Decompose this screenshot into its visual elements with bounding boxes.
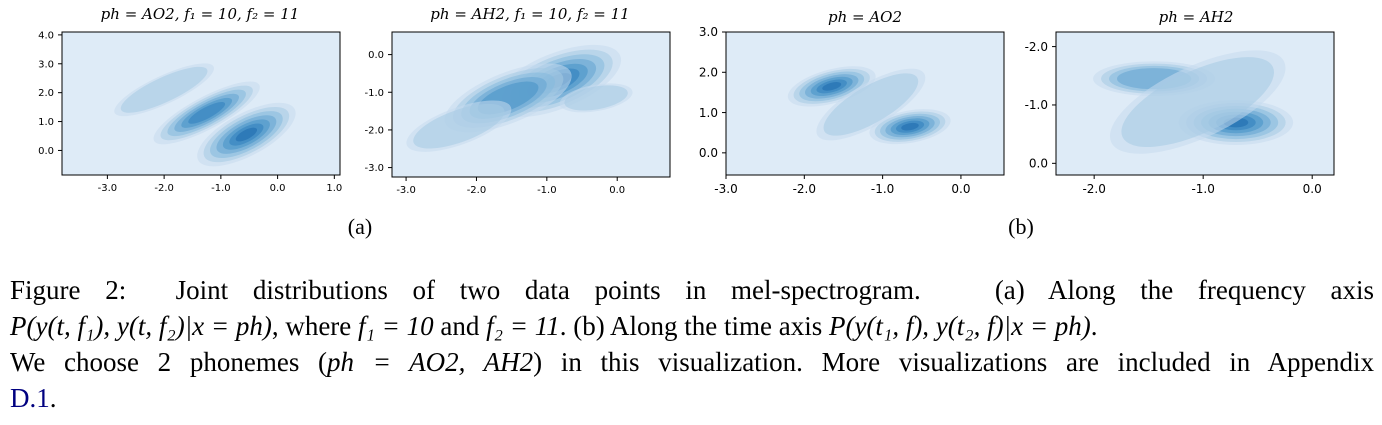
x-tick-label: -2.0 bbox=[793, 182, 816, 196]
subcaption-b: (b) bbox=[1008, 214, 1034, 239]
caption-line-2: P(y(t, f₁), y(t, f₂)|x = ph), where f₁ =… bbox=[10, 308, 1374, 344]
x-tick-label: 0.0 bbox=[951, 182, 970, 196]
y-tick-label: 2.0 bbox=[38, 88, 54, 99]
panel-title-b1: ph = AO2 bbox=[827, 8, 903, 26]
figure-row: ph = AO2, f₁ = 10, f₂ = 11 -3.0 -2.0 -1.0 0… bbox=[38, 5, 1335, 239]
x-tick-label: 0.0 bbox=[1303, 182, 1322, 196]
density-contour bbox=[564, 85, 628, 111]
caption-math-1: P(y(t, f₁), y(t, f₂)|x = ph) bbox=[10, 311, 272, 341]
density-contour bbox=[823, 73, 919, 136]
density-contour bbox=[235, 127, 258, 142]
subcaption-a: (a) bbox=[347, 214, 373, 239]
panel-title-a1: ph = AO2, f₁ = 10, f₂ = 11 bbox=[100, 5, 300, 23]
x-tick-label: -3.0 bbox=[98, 183, 118, 194]
caption-line-4: D.1. bbox=[10, 380, 1374, 416]
caption-text-6: . bbox=[1090, 311, 1098, 341]
caption-math-5: ph = AO2, AH2 bbox=[327, 347, 534, 377]
density-contour bbox=[901, 122, 919, 131]
contour-plot-a1: -3.0 -2.0 -1.0 0.0 1.0 0.0 1.0 2.0 3.0 4.0 bbox=[38, 30, 342, 194]
caption-text-3: , where bbox=[271, 311, 359, 341]
caption-math-3: f₂ = 11 bbox=[486, 311, 560, 341]
caption-text-7: We choose 2 phonemes ( bbox=[10, 347, 328, 377]
caption-text-1: Joint distributions of two data points i… bbox=[175, 275, 921, 305]
caption-text-8: ) in this visualization. More visualizat… bbox=[533, 347, 1375, 377]
x-tick-label: 0.0 bbox=[270, 183, 286, 194]
x-tick-label: -3.0 bbox=[714, 182, 737, 196]
x-tick-label: -2.0 bbox=[467, 185, 487, 196]
y-tick-label: 1.0 bbox=[699, 106, 718, 120]
panel-title-a2: ph = AH2, f₁ = 10, f₂ = 11 bbox=[430, 5, 630, 23]
x-tick-label: -1.0 bbox=[1191, 182, 1214, 196]
x-tick-label: -2.0 bbox=[1082, 182, 1105, 196]
x-tick-label: -1.0 bbox=[871, 182, 894, 196]
y-tick-label: 0.0 bbox=[1029, 157, 1048, 171]
y-tick-label: 3.0 bbox=[699, 25, 718, 39]
y-tick-label: 0.0 bbox=[368, 50, 384, 61]
caption-math-2: f₁ = 10 bbox=[358, 311, 434, 341]
y-tick-label: -2.0 bbox=[364, 125, 384, 136]
caption-text-4: and bbox=[433, 311, 487, 341]
x-tick-label: -2.0 bbox=[154, 183, 174, 194]
plot-frame bbox=[1055, 31, 1335, 176]
density-contour bbox=[188, 101, 226, 124]
y-tick-label: -2.0 bbox=[1025, 40, 1048, 54]
density-contour bbox=[1121, 57, 1275, 148]
y-tick-label: 3.0 bbox=[38, 59, 54, 70]
panel-title-b2: ph = AH2 bbox=[1158, 8, 1234, 26]
appendix-link[interactable]: D.1 bbox=[10, 383, 50, 413]
x-tick-label: 0.0 bbox=[609, 185, 625, 196]
plot-frame bbox=[725, 31, 1005, 176]
y-tick-label: -1.0 bbox=[1025, 98, 1048, 112]
y-tick-label: 0.0 bbox=[38, 146, 54, 157]
caption-text-2: (a) Along the frequency axis bbox=[994, 275, 1375, 305]
caption-line-1: Figure 2: Joint distributions of two dat… bbox=[10, 272, 1374, 308]
contour-plot-b2: -2.0 -1.0 0.0 0.0 -1.0 -2.0 bbox=[1025, 31, 1335, 196]
plot-frame bbox=[391, 31, 671, 178]
caption-text-9: . bbox=[49, 383, 57, 413]
density-contour bbox=[413, 103, 505, 149]
plot-frame bbox=[61, 31, 341, 176]
y-tick-label: -1.0 bbox=[364, 88, 384, 99]
x-tick-label: -3.0 bbox=[396, 185, 416, 196]
y-tick-label: 0.0 bbox=[699, 146, 718, 160]
contour-plot-b1: -3.0 -2.0 -1.0 0.0 0.0 1.0 2.0 3.0 bbox=[699, 25, 1005, 196]
y-tick-label: -3.0 bbox=[364, 163, 384, 174]
caption-line-3: We choose 2 phonemes (ph = AO2, AH2) in … bbox=[10, 344, 1374, 380]
y-tick-label: 1.0 bbox=[38, 117, 54, 128]
density-contour bbox=[822, 82, 842, 91]
caption-text-5: . (b) Along the time axis bbox=[559, 311, 829, 341]
x-tick-label: -1.0 bbox=[537, 185, 557, 196]
density-contour bbox=[120, 66, 208, 113]
caption-math-4: P(y(t₁, f), y(t₂, f)|x = ph) bbox=[828, 311, 1091, 341]
x-tick-label: -1.0 bbox=[211, 183, 231, 194]
contour-plot-a2: -3.0 -2.0 -1.0 0.0 0.0 -1.0 -2.0 -3.0 bbox=[364, 31, 671, 196]
y-tick-label: 2.0 bbox=[699, 65, 718, 79]
y-tick-label: 4.0 bbox=[38, 30, 54, 41]
caption-label: Figure 2: bbox=[10, 275, 127, 305]
x-tick-label: 1.0 bbox=[326, 183, 342, 194]
figure-caption: Figure 2: Joint distributions of two dat… bbox=[10, 272, 1374, 416]
